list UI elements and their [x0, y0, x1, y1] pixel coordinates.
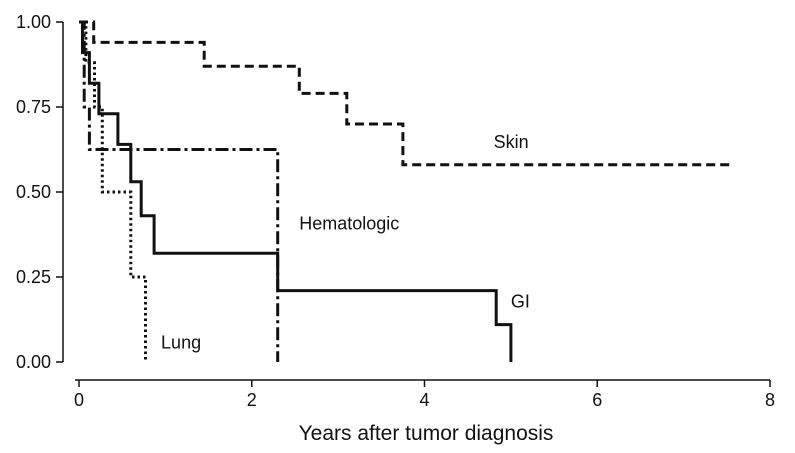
series-labels: Skin Hematologic GI Lung: [161, 132, 530, 353]
y-tick-label: 1.00: [16, 12, 51, 32]
x-tick-label: 6: [592, 390, 602, 410]
y-tick-label: 0.75: [16, 97, 51, 117]
x-tick-label: 2: [247, 390, 257, 410]
y-tick-label: 0.50: [16, 182, 51, 202]
x-tick-label: 4: [419, 390, 429, 410]
axes: 0 2 4 6 8 0.00 0.25 0.50 0.75 1.00: [16, 12, 775, 410]
series-line-lung: [79, 20, 147, 362]
series-label-skin: Skin: [494, 132, 529, 152]
series-line-gi: [79, 20, 513, 362]
series-layer: [79, 20, 732, 362]
x-axis-title: Years after tumor diagnosis: [299, 422, 554, 445]
x-tick-label: 0: [74, 390, 84, 410]
x-tick-label: 8: [765, 390, 775, 410]
y-tick-label: 0.25: [16, 267, 51, 287]
series-line-hematologic: [79, 20, 280, 362]
series-line-skin: [79, 20, 732, 167]
series-label-hematologic: Hematologic: [299, 213, 399, 233]
series-label-gi: GI: [511, 292, 530, 312]
y-tick-label: 0.00: [16, 352, 51, 372]
series-label-lung: Lung: [161, 332, 201, 352]
